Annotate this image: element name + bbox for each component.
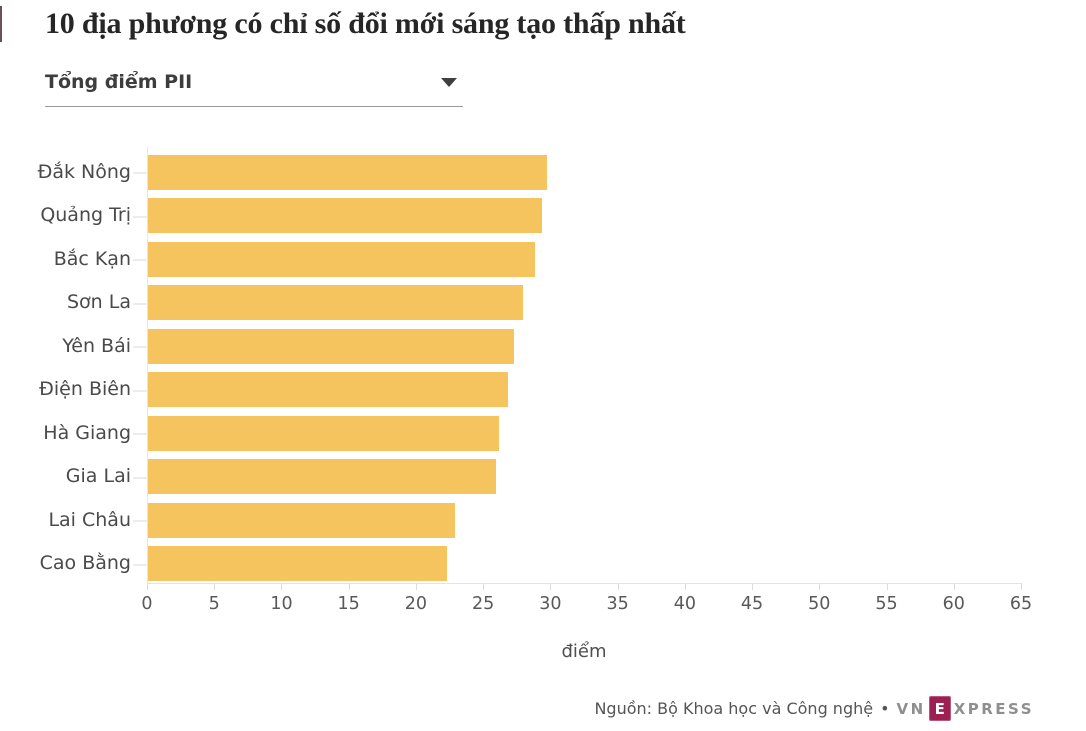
category-tick	[133, 389, 147, 392]
bar[interactable]	[148, 241, 536, 277]
vnexpress-e-icon: E	[928, 696, 951, 721]
category-label: Bắc Kạn	[53, 247, 131, 270]
category-tick	[133, 476, 147, 479]
y-axis-line	[147, 147, 148, 583]
category-tick	[133, 563, 147, 566]
x-tick-mark	[752, 583, 754, 590]
category-label: Cao Bằng	[39, 552, 131, 574]
category-tick	[133, 302, 147, 305]
x-tick-mark	[348, 583, 350, 590]
category-label: Lai Châu	[48, 508, 131, 531]
x-tick-mark	[550, 583, 552, 590]
x-tick-mark	[214, 583, 216, 590]
bar[interactable]	[148, 285, 524, 320]
x-tick-label: 50	[808, 594, 831, 614]
x-tick-mark	[819, 583, 821, 590]
x-tick-label: 15	[337, 594, 360, 614]
x-tick-label: 30	[539, 594, 562, 614]
category-label: Điện Biên	[39, 378, 131, 400]
logo-prefix: VN	[896, 699, 926, 718]
chevron-down-icon	[441, 77, 457, 87]
x-tick-mark	[281, 583, 283, 590]
x-tick-label: 35	[606, 594, 629, 614]
category-label: Sơn La	[67, 291, 131, 313]
bar[interactable]	[148, 372, 509, 407]
screen-edge-artifact	[0, 6, 2, 42]
page-title: 10 địa phương có chỉ số đổi mới sáng tạo…	[45, 7, 686, 40]
x-tick-mark	[953, 583, 955, 590]
x-tick-mark	[617, 583, 619, 590]
x-tick-label: 20	[404, 594, 428, 614]
bar[interactable]	[148, 502, 455, 538]
x-tick-label: 45	[740, 594, 764, 614]
source-text: Nguồn: Bộ Khoa học và Công nghệ	[594, 699, 874, 718]
x-tick-label: 60	[942, 594, 965, 614]
x-tick-label: 65	[1009, 594, 1033, 614]
x-axis-title: điểm	[561, 641, 607, 662]
x-tick-mark	[886, 583, 888, 590]
x-tick-mark	[684, 583, 686, 590]
x-tick-mark	[483, 583, 485, 590]
category-label: Quảng Trị	[40, 204, 131, 226]
x-tick-mark	[415, 583, 417, 590]
bar[interactable]	[148, 415, 499, 451]
category-tick	[133, 259, 147, 261]
x-tick-label: 10	[270, 594, 293, 614]
separator-dot: •	[880, 699, 890, 718]
x-tick-label: 25	[472, 594, 495, 614]
category-tick	[133, 346, 147, 348]
category-tick	[133, 520, 147, 522]
bar[interactable]	[148, 459, 497, 494]
category-tick	[133, 215, 147, 218]
bar[interactable]	[148, 546, 447, 581]
metric-dropdown[interactable]: Tổng điểm PII	[45, 71, 463, 107]
category-label: Đắk Nông	[37, 160, 131, 183]
x-axis-line	[147, 583, 1021, 584]
x-tick-label: 5	[208, 594, 220, 614]
footer: Nguồn: Bộ Khoa học và Công nghệ • VN E X…	[594, 696, 1034, 721]
category-tick	[133, 433, 147, 435]
x-tick-label: 0	[141, 594, 153, 614]
bar[interactable]	[148, 198, 542, 233]
x-tick-label: 55	[875, 594, 898, 614]
bar[interactable]	[148, 154, 548, 190]
category-label: Hà Giang	[43, 421, 131, 444]
category-label: Yên Bái	[62, 334, 131, 357]
logo-suffix: XPRESS	[953, 699, 1034, 718]
category-label: Gia Lai	[65, 465, 131, 487]
dropdown-selected-value: Tổng điểm PII	[45, 71, 193, 93]
x-tick-label: 40	[673, 594, 696, 614]
vnexpress-logo[interactable]: VN E XPRESS	[897, 696, 1034, 721]
category-tick	[133, 172, 147, 174]
bar[interactable]	[148, 328, 514, 364]
x-tick-mark	[147, 583, 148, 590]
x-tick-mark	[1021, 583, 1022, 590]
